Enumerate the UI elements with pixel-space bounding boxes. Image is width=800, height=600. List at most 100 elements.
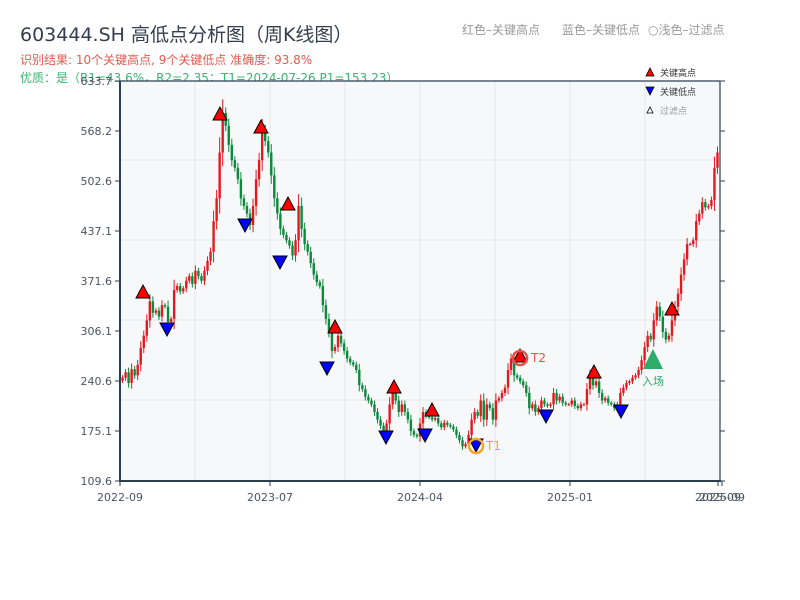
candle-body (163, 305, 167, 307)
candle-body (342, 343, 346, 351)
candle-body (573, 400, 577, 406)
key-high-marker (253, 118, 269, 134)
candle-body (607, 398, 610, 403)
candle-body (597, 381, 601, 393)
candle-body (670, 320, 674, 336)
candle-body (391, 392, 394, 405)
entry-marker (643, 349, 663, 369)
candle-body (403, 404, 407, 413)
candle-body (603, 398, 607, 401)
candle-body (455, 429, 458, 435)
y-tick-label: 437.1 (81, 225, 113, 238)
candle-body (339, 335, 343, 344)
x-tick-label: 2024-04 (397, 491, 443, 504)
candle-body (291, 245, 294, 256)
y-tick-label: 371.6 (81, 275, 113, 288)
candle-body (518, 377, 522, 382)
candle-body (288, 240, 291, 246)
y-tick-label: 568.2 (81, 125, 113, 138)
candle-body (622, 387, 625, 393)
t2-circle (511, 349, 529, 367)
candle-body (540, 400, 543, 409)
candle-body (130, 369, 133, 384)
candle-body (279, 213, 282, 229)
candle-body (667, 335, 671, 340)
candle-body (676, 293, 680, 307)
candle-body (233, 160, 237, 168)
candle-body (151, 301, 155, 313)
key-low-marker (319, 361, 335, 377)
candle-body (704, 202, 707, 208)
candle-body (175, 286, 179, 290)
candle-body (394, 392, 397, 401)
candle-body (591, 375, 595, 386)
candle-body (628, 381, 631, 384)
key-high-marker (512, 347, 528, 363)
key-high-marker (586, 363, 602, 379)
candle-body (437, 418, 440, 424)
candle-body (206, 260, 209, 271)
legend-label: 过滤点 (660, 105, 687, 117)
key-high-marker (327, 318, 343, 334)
candle-body (318, 282, 322, 287)
candle-body (324, 305, 328, 319)
candle-body (300, 205, 303, 229)
candle-body (327, 318, 331, 332)
key-high-marker (664, 300, 680, 316)
candle-body (148, 301, 152, 321)
candle-body (379, 419, 382, 426)
candle-body (270, 152, 273, 176)
candle-body (321, 286, 325, 306)
candle-body (197, 270, 200, 277)
candle-body (160, 305, 164, 317)
candle-body (306, 244, 309, 252)
legend-high-icon (645, 67, 655, 77)
candle-body (157, 310, 161, 317)
axes: 109.6 175.1 240.6 306.1 371.6 437.1 502.6 568.2… (81, 75, 745, 504)
candle-body (500, 392, 504, 399)
candle-body (254, 179, 258, 206)
top-legend-high: 红色–关键高点 (462, 23, 541, 37)
x-tick-label: 2025-09 (695, 491, 741, 504)
candle-body (452, 426, 455, 430)
y-tick-label: 175.1 (81, 425, 113, 438)
legend-filtered-icon (646, 106, 654, 114)
candle-body (685, 244, 689, 260)
candle-body (421, 412, 425, 424)
candle-body (679, 274, 683, 294)
candle-body (172, 289, 176, 319)
key-high-marker (386, 378, 402, 394)
candle-body (494, 400, 498, 420)
legend-low-icon (645, 86, 655, 96)
candle-body (476, 412, 479, 416)
candle-body (412, 431, 416, 435)
candle-body (600, 392, 604, 401)
candle-body (361, 385, 364, 390)
candle-body (531, 404, 534, 409)
legend-label: 关键低点 (660, 86, 696, 98)
candle-body (409, 419, 413, 432)
candle-body (400, 404, 403, 413)
key-low-marker (613, 404, 629, 420)
candle-body (315, 274, 318, 283)
key-high-marker (135, 283, 151, 299)
candle-body (257, 160, 261, 180)
candle-body (567, 404, 570, 406)
candle-body (285, 234, 288, 241)
candle-body (640, 360, 643, 371)
candle-body (242, 198, 246, 206)
candle-body (230, 144, 233, 161)
candle-body (218, 152, 221, 199)
candle-body (124, 372, 127, 378)
candle-body (239, 179, 243, 199)
top-legend-filtered: ○浅色–过滤点 (648, 23, 725, 37)
t1-circle (467, 437, 485, 455)
candles (121, 99, 719, 450)
candle-body (655, 306, 658, 321)
x-tick-label: 2025-01 (547, 491, 593, 504)
candle-body (142, 335, 145, 348)
candle-body (309, 251, 312, 264)
candle-body (236, 167, 240, 180)
candle-body (215, 198, 218, 222)
